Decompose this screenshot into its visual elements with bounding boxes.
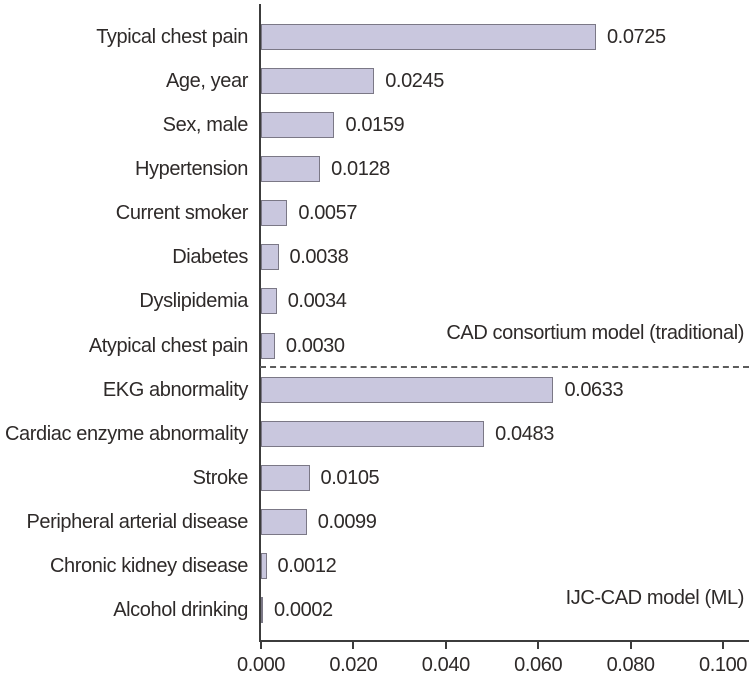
- value-label: 0.0245: [385, 69, 444, 92]
- value-label: 0.0105: [320, 467, 380, 489]
- bar: [261, 244, 279, 271]
- bar: [261, 200, 288, 227]
- x-tick-label: 0.060: [514, 654, 563, 676]
- x-tick-mark: [352, 641, 355, 649]
- bar: [261, 420, 485, 447]
- x-tick-mark: [722, 641, 724, 649]
- value-label: 0.0159: [345, 113, 405, 136]
- value-label: 0.0057: [298, 202, 358, 225]
- category-label: Sex, male: [162, 113, 249, 136]
- value-label: 0.0483: [495, 422, 554, 445]
- category-label: Peripheral arterial disease: [26, 511, 248, 534]
- bar: [261, 553, 267, 580]
- category-label: Atypical chest pain: [88, 334, 249, 357]
- x-tick-mark: [629, 641, 632, 649]
- value-label: 0.0030: [285, 334, 345, 357]
- category-label: Hypertension: [134, 157, 248, 180]
- category-label: Chronic kidney disease: [50, 555, 248, 578]
- bar: [261, 332, 275, 359]
- section-label-ml-model: IJC-CAD model (ML): [565, 587, 745, 609]
- value-label: 0.0038: [289, 246, 349, 269]
- value-label: 0.0725: [606, 25, 666, 48]
- bar: [261, 111, 335, 138]
- bar: [261, 597, 263, 624]
- x-tick-mark: [444, 641, 447, 649]
- bar: [261, 23, 596, 50]
- bar: [261, 67, 375, 94]
- bar: [261, 155, 321, 182]
- section-divider-dashed-line: [260, 366, 749, 368]
- x-tick-label: 0.080: [606, 654, 655, 676]
- x-tick-label: 0.000: [236, 654, 286, 676]
- bar: [261, 288, 277, 315]
- x-tick-mark: [260, 641, 262, 649]
- value-label: 0.0002: [274, 599, 333, 622]
- x-tick-label: 0.020: [329, 654, 378, 676]
- value-label: 0.0128: [331, 157, 390, 180]
- value-label: 0.0012: [277, 555, 337, 578]
- category-label: Current smoker: [115, 202, 249, 225]
- category-label: Alcohol drinking: [113, 599, 248, 622]
- value-label: 0.0633: [564, 378, 624, 401]
- x-axis-line: [259, 640, 749, 642]
- category-label: EKG abnormality: [102, 378, 249, 401]
- x-tick-label: 0.040: [421, 654, 470, 676]
- bar: [261, 509, 307, 536]
- x-tick-mark: [537, 641, 540, 649]
- category-label: Cardiac enzyme abnormality: [4, 422, 248, 445]
- category-label: Dyslipidemia: [139, 290, 248, 313]
- x-tick-label: 0.100: [698, 654, 748, 676]
- category-label: Stroke: [192, 467, 249, 489]
- category-label: Age, year: [165, 69, 248, 92]
- bar: [261, 465, 310, 491]
- category-label: Typical chest pain: [96, 25, 248, 48]
- value-label: 0.0034: [287, 290, 347, 313]
- y-axis-line: [259, 4, 261, 642]
- category-label: Diabetes: [172, 246, 248, 269]
- value-label: 0.0099: [317, 511, 377, 534]
- bar: [261, 376, 554, 403]
- section-label-traditional-model: CAD consortium model (traditional): [446, 322, 744, 344]
